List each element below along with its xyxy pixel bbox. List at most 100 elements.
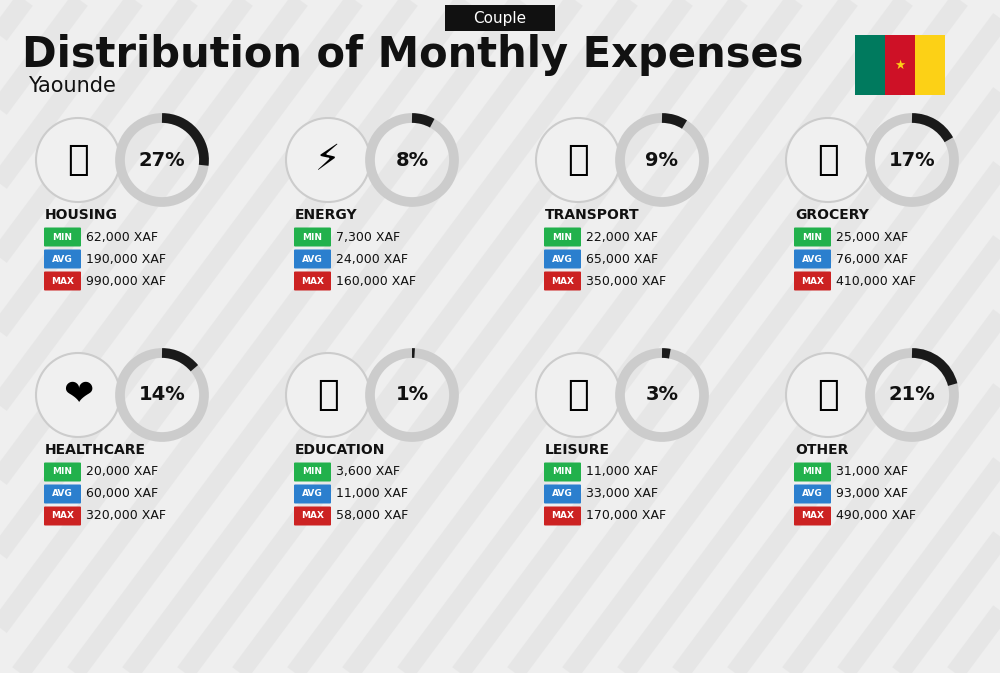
FancyBboxPatch shape [294,271,331,291]
Circle shape [536,118,620,202]
Text: MAX: MAX [301,511,324,520]
FancyBboxPatch shape [294,462,331,481]
Text: 58,000 XAF: 58,000 XAF [336,509,408,522]
Text: 🏗: 🏗 [67,143,89,177]
Text: 1%: 1% [395,386,429,404]
Circle shape [286,353,370,437]
Text: 170,000 XAF: 170,000 XAF [586,509,666,522]
Text: Couple: Couple [473,11,527,26]
Text: 76,000 XAF: 76,000 XAF [836,252,908,266]
FancyBboxPatch shape [44,227,81,246]
FancyBboxPatch shape [294,250,331,269]
Text: MAX: MAX [51,277,74,285]
FancyBboxPatch shape [794,507,831,526]
Text: 60,000 XAF: 60,000 XAF [86,487,158,501]
Text: 990,000 XAF: 990,000 XAF [86,275,166,287]
FancyBboxPatch shape [885,35,915,95]
Text: 410,000 XAF: 410,000 XAF [836,275,916,287]
FancyBboxPatch shape [294,227,331,246]
Text: MIN: MIN [52,232,72,242]
FancyBboxPatch shape [44,507,81,526]
FancyBboxPatch shape [44,250,81,269]
Text: GROCERY: GROCERY [795,208,869,222]
Text: 490,000 XAF: 490,000 XAF [836,509,916,522]
Text: MAX: MAX [301,277,324,285]
Text: 27%: 27% [139,151,185,170]
FancyBboxPatch shape [794,227,831,246]
Text: 14%: 14% [139,386,185,404]
Text: 20,000 XAF: 20,000 XAF [86,466,158,479]
Text: ❤: ❤ [63,378,93,412]
Text: OTHER: OTHER [795,443,848,457]
FancyBboxPatch shape [915,35,945,95]
Text: TRANSPORT: TRANSPORT [545,208,640,222]
FancyBboxPatch shape [44,462,81,481]
Text: 24,000 XAF: 24,000 XAF [336,252,408,266]
Text: ENERGY: ENERGY [295,208,358,222]
FancyBboxPatch shape [544,227,581,246]
Text: 33,000 XAF: 33,000 XAF [586,487,658,501]
Text: LEISURE: LEISURE [545,443,610,457]
Text: HEALTHCARE: HEALTHCARE [45,443,146,457]
Text: 65,000 XAF: 65,000 XAF [586,252,658,266]
Text: 11,000 XAF: 11,000 XAF [336,487,408,501]
Text: ★: ★ [894,59,906,71]
Circle shape [36,353,120,437]
Text: 3,600 XAF: 3,600 XAF [336,466,400,479]
Text: 17%: 17% [889,151,935,170]
Text: 💰: 💰 [817,378,839,412]
Text: Yaounde: Yaounde [28,76,116,96]
Text: 62,000 XAF: 62,000 XAF [86,230,158,244]
Text: MAX: MAX [551,511,574,520]
Text: 9%: 9% [646,151,678,170]
Text: MAX: MAX [801,277,824,285]
Circle shape [286,118,370,202]
FancyBboxPatch shape [794,250,831,269]
Circle shape [536,353,620,437]
FancyBboxPatch shape [544,250,581,269]
Text: 🛍: 🛍 [567,378,589,412]
Text: MIN: MIN [552,468,572,476]
Text: 8%: 8% [395,151,429,170]
Text: 93,000 XAF: 93,000 XAF [836,487,908,501]
Text: 160,000 XAF: 160,000 XAF [336,275,416,287]
Text: ⚡: ⚡ [315,143,341,177]
Text: MIN: MIN [802,468,822,476]
FancyBboxPatch shape [44,271,81,291]
FancyBboxPatch shape [544,271,581,291]
FancyBboxPatch shape [794,485,831,503]
FancyBboxPatch shape [294,485,331,503]
Text: MAX: MAX [801,511,824,520]
Text: 🚌: 🚌 [567,143,589,177]
FancyBboxPatch shape [44,485,81,503]
Text: MIN: MIN [302,232,322,242]
Text: MAX: MAX [51,511,74,520]
FancyBboxPatch shape [544,507,581,526]
Text: 7,300 XAF: 7,300 XAF [336,230,400,244]
Text: MIN: MIN [802,232,822,242]
Text: MAX: MAX [551,277,574,285]
FancyBboxPatch shape [294,507,331,526]
Text: AVG: AVG [552,254,573,264]
Text: AVG: AVG [52,254,73,264]
Circle shape [786,353,870,437]
FancyBboxPatch shape [544,485,581,503]
FancyBboxPatch shape [445,5,555,31]
Text: EDUCATION: EDUCATION [295,443,385,457]
Text: AVG: AVG [52,489,73,499]
Text: 21%: 21% [889,386,935,404]
Text: MIN: MIN [52,468,72,476]
Text: HOUSING: HOUSING [45,208,118,222]
Text: 25,000 XAF: 25,000 XAF [836,230,908,244]
Text: AVG: AVG [302,254,323,264]
Text: AVG: AVG [302,489,323,499]
Text: 320,000 XAF: 320,000 XAF [86,509,166,522]
Circle shape [36,118,120,202]
FancyBboxPatch shape [544,462,581,481]
Text: AVG: AVG [802,489,823,499]
Text: 🎓: 🎓 [317,378,339,412]
Text: 350,000 XAF: 350,000 XAF [586,275,666,287]
Text: MIN: MIN [302,468,322,476]
Text: AVG: AVG [802,254,823,264]
Text: 3%: 3% [646,386,678,404]
